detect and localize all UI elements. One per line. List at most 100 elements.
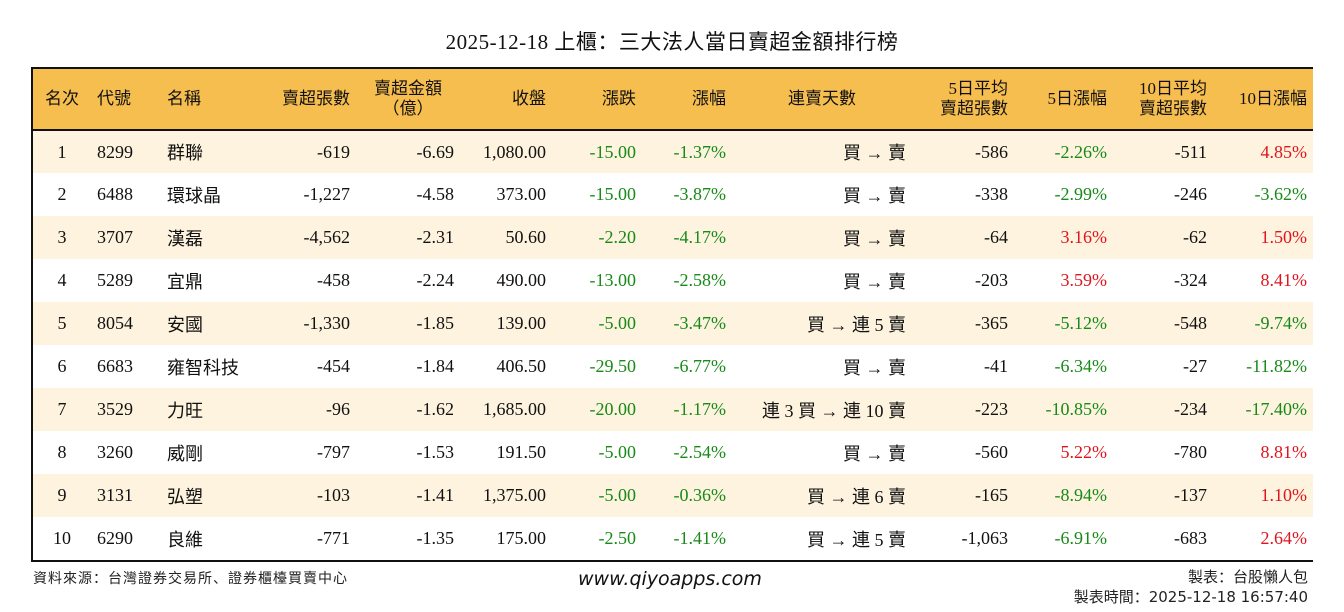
name-cell: 漢磊 xyxy=(167,228,203,249)
pct10-cell: 8.41% xyxy=(1260,270,1308,290)
sell-shares-cell: -103 xyxy=(317,485,350,505)
column-header: 名稱 xyxy=(161,69,261,130)
close-cell: 1,685.00 xyxy=(483,399,546,419)
change-cell: -2.20 xyxy=(598,227,637,247)
column-header-label: 賣超金額 xyxy=(374,79,442,98)
avg10-cell: -548 xyxy=(1174,313,1207,333)
pct5-cell: -6.34% xyxy=(1054,356,1108,376)
streak-cell: 買 → 連 5 賣 xyxy=(807,314,906,335)
table-row: 10 6290 良維 -771 -1.35 175.00 -2.50 -1.41% 買 → 連 … xyxy=(33,517,1313,560)
change-pct-cell: -1.37% xyxy=(673,141,727,162)
sell-shares-cell: -96 xyxy=(326,399,350,419)
pct5-cell: 3.59% xyxy=(1060,270,1108,290)
table-row: 1 8299 群聯 -619 -6.69 1,080.00 -15.00 -1.37% 買 → … xyxy=(33,130,1313,173)
avg5-cell: -1,063 xyxy=(961,528,1009,548)
avg10-cell: -137 xyxy=(1174,485,1207,505)
sell-shares-cell: -797 xyxy=(317,442,350,462)
pct10-cell: -11.82% xyxy=(1246,356,1307,376)
avg10-cell: -246 xyxy=(1174,184,1207,204)
streak-cell: 買 → 連 6 賣 xyxy=(807,486,906,507)
change-cell: -15.00 xyxy=(589,184,637,204)
credits: 製表：台股懶人包 製表時間：2025-12-18 16:57:40 xyxy=(1074,567,1308,607)
rank-cell: 4 xyxy=(57,270,67,290)
streak-cell: 買 → 賣 xyxy=(843,443,906,464)
rank-cell: 3 xyxy=(57,227,67,247)
column-header-label: 5日平均 xyxy=(948,79,1009,98)
code-cell: 8054 xyxy=(97,313,133,333)
avg5-cell: -64 xyxy=(984,227,1008,247)
avg5-cell: -165 xyxy=(975,485,1008,505)
column-header: 10日漲幅 xyxy=(1213,69,1313,130)
avg10-cell: -324 xyxy=(1174,270,1207,290)
avg5-cell: -338 xyxy=(975,184,1008,204)
pct5-cell: -5.12% xyxy=(1054,313,1108,333)
table-row: 8 3260 威剛 -797 -1.53 191.50 -5.00 -2.54% 買 → 賣 -5… xyxy=(33,431,1313,474)
sell-shares-cell: -1,330 xyxy=(303,313,351,333)
close-cell: 139.00 xyxy=(496,313,547,333)
column-header: 漲幅 xyxy=(642,69,732,130)
name-cell: 力旺 xyxy=(167,400,203,421)
name-cell: 弘塑 xyxy=(167,486,203,507)
column-header-label: 漲幅 xyxy=(692,89,726,108)
column-header: 賣超金額 （億） xyxy=(356,69,460,130)
change-cell: -20.00 xyxy=(589,399,637,419)
sell-amount-cell: -1.35 xyxy=(416,528,455,548)
avg10-cell: -62 xyxy=(1183,227,1207,247)
website-link[interactable]: www.qiyoapps.com xyxy=(578,568,762,590)
sell-amount-cell: -6.69 xyxy=(416,141,455,162)
avg10-cell: -27 xyxy=(1183,356,1207,376)
column-header-label: 10日平均 xyxy=(1139,79,1207,98)
column-header: 連賣天數 xyxy=(732,69,912,130)
sell-amount-cell: -2.31 xyxy=(416,227,455,247)
name-cell: 威剛 xyxy=(167,443,203,464)
pct5-cell: -2.26% xyxy=(1054,141,1108,162)
column-header-label: 代號 xyxy=(97,89,131,108)
pct10-cell: -17.40% xyxy=(1245,399,1308,419)
avg10-cell: -780 xyxy=(1174,442,1207,462)
sell-amount-cell: -1.85 xyxy=(416,313,455,333)
streak-cell: 買 → 賣 xyxy=(843,228,906,249)
column-header-sublabel: 賣超張數 xyxy=(940,99,1008,118)
rank-cell: 8 xyxy=(57,442,67,462)
column-header: 漲跌 xyxy=(552,69,642,130)
avg5-cell: -365 xyxy=(975,313,1008,333)
sell-shares-cell: -619 xyxy=(317,141,350,162)
change-pct-cell: -4.17% xyxy=(673,227,727,247)
change-pct-cell: -1.17% xyxy=(673,399,727,419)
streak-cell: 買 → 賣 xyxy=(843,357,906,378)
code-cell: 3131 xyxy=(97,485,133,505)
pct10-cell: 1.10% xyxy=(1260,485,1308,505)
name-cell: 群聯 xyxy=(167,143,203,163)
rank-cell: 1 xyxy=(57,141,67,162)
column-header: 5日平均 賣超張數 xyxy=(912,69,1014,130)
column-header: 賣超張數 xyxy=(261,69,356,130)
streak-cell: 買 → 賣 xyxy=(843,185,906,206)
avg5-cell: -586 xyxy=(975,141,1008,162)
pct10-cell: 8.81% xyxy=(1260,442,1308,462)
code-cell: 3707 xyxy=(97,227,133,247)
close-cell: 175.00 xyxy=(496,528,547,548)
rank-cell: 7 xyxy=(57,399,67,419)
table-row: 2 6488 環球晶 -1,227 -4.58 373.00 -15.00 -3.87% 買 →… xyxy=(33,173,1313,216)
column-header: 代號 xyxy=(91,69,161,130)
sell-amount-cell: -1.84 xyxy=(416,356,455,376)
sell-shares-cell: -1,227 xyxy=(303,184,351,204)
avg10-cell: -234 xyxy=(1174,399,1207,419)
page-title: 2025-12-18 上櫃：三大法人當日賣超金額排行榜 xyxy=(445,30,899,54)
close-cell: 373.00 xyxy=(496,184,547,204)
streak-cell: 買 → 連 5 賣 xyxy=(807,529,906,550)
change-cell: -2.50 xyxy=(598,528,637,548)
table-row: 5 8054 安國 -1,330 -1.85 139.00 -5.00 -3.47% 買 → 連… xyxy=(33,302,1313,345)
streak-cell: 買 → 賣 xyxy=(843,271,906,292)
change-cell: -29.50 xyxy=(589,356,637,376)
pct10-cell: -3.62% xyxy=(1254,184,1308,204)
column-header-sublabel: （億） xyxy=(382,99,434,118)
change-pct-cell: -0.36% xyxy=(673,485,727,505)
column-header: 名次 xyxy=(33,69,91,130)
code-cell: 3260 xyxy=(97,442,133,462)
rank-cell: 5 xyxy=(57,313,67,333)
change-pct-cell: -3.87% xyxy=(673,184,727,204)
change-pct-cell: -1.41% xyxy=(673,528,727,548)
change-cell: -5.00 xyxy=(598,485,637,505)
change-cell: -5.00 xyxy=(598,313,637,333)
